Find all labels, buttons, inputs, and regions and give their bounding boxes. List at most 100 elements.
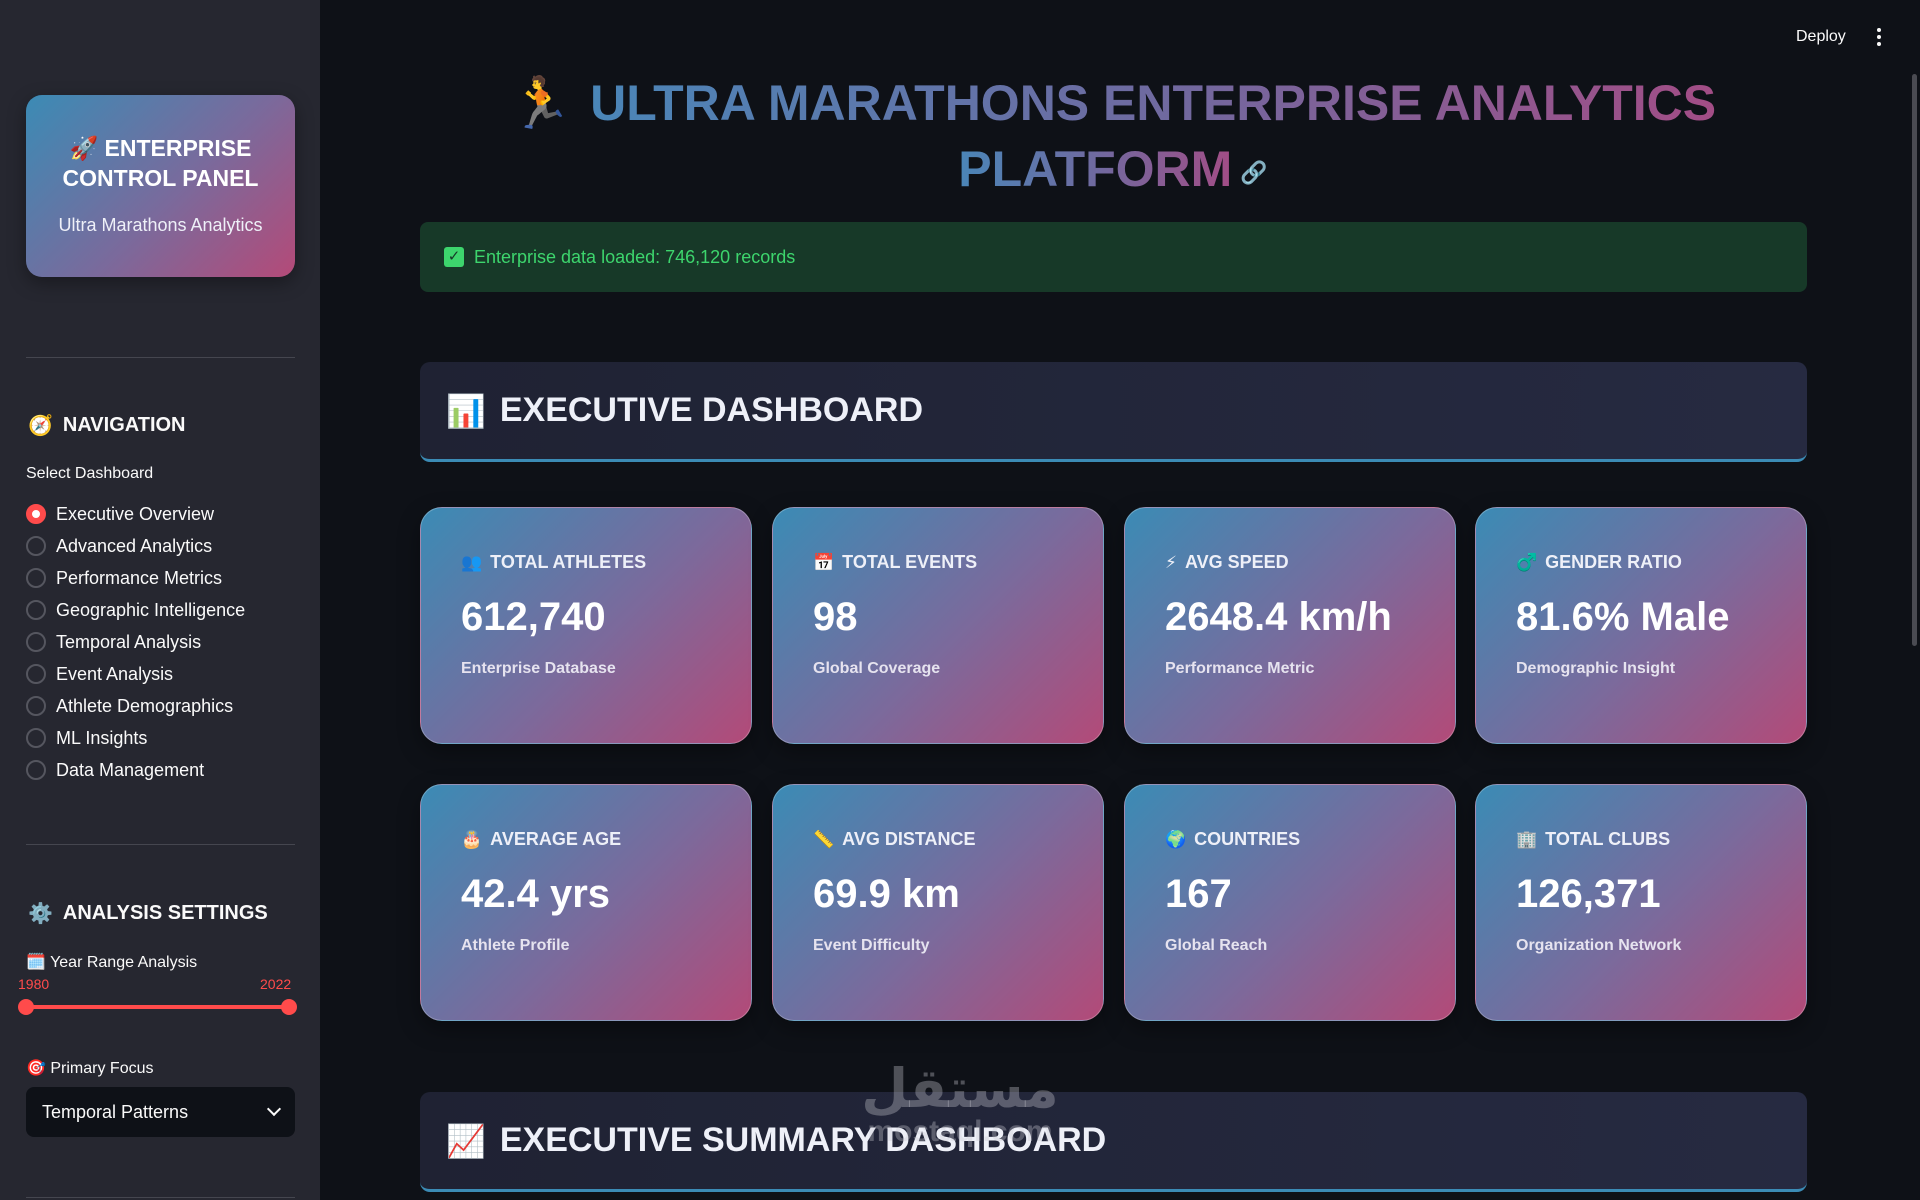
radio-advanced-analytics[interactable]: Advanced Analytics bbox=[26, 530, 245, 562]
bar-chart-icon: 📊 bbox=[446, 392, 486, 429]
metric-label-row: 🌍 COUNTRIES bbox=[1165, 829, 1455, 850]
metric-card-countries: 🌍 COUNTRIES 167 Global Reach bbox=[1124, 784, 1456, 1021]
metric-card-avg-speed: ⚡ AVG SPEED 2648.4 km/h Performance Metri… bbox=[1124, 507, 1456, 744]
metric-subtitle: Demographic Insight bbox=[1516, 660, 1676, 677]
radio-button-icon bbox=[26, 632, 46, 652]
calendar-icon: 📅 bbox=[813, 552, 835, 572]
metric-label: GENDER RATIO bbox=[1545, 552, 1682, 572]
runner-icon: 🏃 bbox=[509, 75, 573, 131]
line-chart-icon: 📈 bbox=[446, 1122, 486, 1159]
executive-dashboard-header: 📊 EXECUTIVE DASHBOARD bbox=[420, 362, 1807, 462]
metric-card-total-athletes: 👥 TOTAL ATHLETES 612,740 Enterprise Datab… bbox=[420, 507, 752, 744]
main-scrollbar[interactable] bbox=[1912, 74, 1917, 646]
year-range-label: 🗓️ Year Range Analysis bbox=[26, 954, 198, 971]
radio-label: Performance Metrics bbox=[56, 567, 223, 588]
navigation-heading: 🧭 NAVIGATION bbox=[28, 413, 186, 438]
metric-value: 126,371 bbox=[1516, 872, 1661, 916]
radio-event-analysis[interactable]: Event Analysis bbox=[26, 658, 245, 690]
navigation-heading-text: NAVIGATION bbox=[62, 414, 186, 436]
year-range-min-value: 1980 bbox=[18, 976, 50, 992]
year-range-max-value: 2022 bbox=[260, 976, 292, 992]
compass-icon: 🧭 bbox=[28, 415, 53, 437]
year-range-min-handle[interactable] bbox=[18, 999, 34, 1015]
radio-button-icon bbox=[26, 536, 46, 556]
metric-label-row: 👥 TOTAL ATHLETES bbox=[461, 552, 751, 573]
metric-card-average-age: 🎂 AVERAGE AGE 42.4 yrs Athlete Profile bbox=[420, 784, 752, 1021]
radio-executive-overview[interactable]: Executive Overview bbox=[26, 498, 245, 530]
radio-label: Executive Overview bbox=[56, 503, 215, 524]
radio-athlete-demographics[interactable]: Athlete Demographics bbox=[26, 690, 245, 722]
people-icon: 👥 bbox=[461, 552, 483, 572]
radio-label: Temporal Analysis bbox=[56, 631, 202, 652]
globe-icon: 🌍 bbox=[1165, 829, 1187, 849]
metric-value: 167 bbox=[1165, 872, 1232, 916]
sidebar-divider bbox=[26, 357, 295, 358]
sidebar-divider bbox=[26, 1197, 295, 1198]
page-title: 🏃 ULTRA MARATHONS ENTERPRISE ANALYTICS PL… bbox=[420, 70, 1806, 206]
radio-label: Geographic Intelligence bbox=[56, 599, 246, 620]
radio-button-icon bbox=[26, 728, 46, 748]
radio-ml-insights[interactable]: ML Insights bbox=[26, 722, 245, 754]
metric-label: AVG DISTANCE bbox=[842, 829, 976, 849]
radio-label: ML Insights bbox=[56, 727, 148, 748]
radio-button-icon bbox=[26, 664, 46, 684]
metric-subtitle: Enterprise Database bbox=[461, 660, 616, 677]
analysis-settings-heading-text: ANALYSIS SETTINGS bbox=[62, 902, 268, 924]
metric-label: TOTAL EVENTS bbox=[842, 552, 978, 572]
metric-subtitle: Global Coverage bbox=[813, 660, 941, 677]
sidebar-divider bbox=[26, 844, 295, 845]
executive-dashboard-title: EXECUTIVE DASHBOARD bbox=[499, 391, 924, 429]
primary-focus-label: 🎯 Primary Focus bbox=[26, 1060, 154, 1077]
select-dashboard-label: Select Dashboard bbox=[26, 465, 154, 482]
control-panel-card: 🚀 ENTERPRISE CONTROL PANEL Ultra Maratho… bbox=[26, 95, 295, 277]
metric-label: TOTAL CLUBS bbox=[1545, 829, 1671, 849]
ruler-icon: 📏 bbox=[813, 829, 835, 849]
metric-label: AVERAGE AGE bbox=[490, 829, 622, 849]
radio-button-icon bbox=[26, 760, 46, 780]
radio-temporal-analysis[interactable]: Temporal Analysis bbox=[26, 626, 245, 658]
primary-focus-value: Temporal Patterns bbox=[42, 1101, 189, 1122]
deploy-button[interactable]: Deploy bbox=[1796, 28, 1846, 45]
radio-label: Data Management bbox=[56, 759, 205, 780]
building-icon: 🏢 bbox=[1516, 829, 1538, 849]
metric-value: 42.4 yrs bbox=[461, 872, 611, 916]
radio-data-management[interactable]: Data Management bbox=[26, 754, 245, 786]
male-symbol-icon: ♂️ bbox=[1516, 552, 1538, 572]
radio-label: Athlete Demographics bbox=[56, 695, 234, 716]
metric-label-row: 📏 AVG DISTANCE bbox=[813, 829, 1103, 850]
kebab-menu-icon[interactable] bbox=[1876, 28, 1882, 48]
gear-icon: ⚙️ bbox=[28, 903, 53, 925]
control-panel-subtitle: Ultra Marathons Analytics bbox=[58, 215, 263, 235]
metric-label: COUNTRIES bbox=[1194, 829, 1301, 849]
watermark-arabic: مستقل bbox=[861, 1059, 1059, 1119]
success-alert: ✓ Enterprise data loaded: 746,120 record… bbox=[420, 222, 1807, 292]
radio-button-icon bbox=[26, 600, 46, 620]
radio-button-icon bbox=[26, 568, 46, 588]
year-range-slider-track[interactable] bbox=[26, 1005, 289, 1009]
metric-label: TOTAL ATHLETES bbox=[490, 552, 647, 572]
check-icon: ✓ bbox=[444, 247, 464, 267]
analysis-settings-heading: ⚙️ ANALYSIS SETTINGS bbox=[28, 901, 268, 926]
dashboard-radio-group: Executive Overview Advanced Analytics Pe… bbox=[26, 498, 245, 786]
cake-icon: 🎂 bbox=[461, 829, 483, 849]
metric-value: 81.6% Male bbox=[1516, 595, 1730, 639]
radio-button-icon bbox=[26, 504, 46, 524]
metric-value: 98 bbox=[813, 595, 858, 639]
metric-subtitle: Event Difficulty bbox=[813, 937, 930, 954]
metric-label: AVG SPEED bbox=[1184, 552, 1289, 572]
metric-label-row: ♂️ GENDER RATIO bbox=[1516, 552, 1806, 573]
metric-value: 612,740 bbox=[461, 595, 606, 639]
executive-summary-header: 📈 EXECUTIVE SUMMARY DASHBOARD bbox=[420, 1092, 1807, 1192]
radio-performance-metrics[interactable]: Performance Metrics bbox=[26, 562, 245, 594]
year-range-max-handle[interactable] bbox=[281, 999, 297, 1015]
anchor-link-icon[interactable]: 🔗 bbox=[1240, 159, 1268, 185]
metric-card-avg-distance: 📏 AVG DISTANCE 69.9 km Event Difficulty bbox=[772, 784, 1104, 1021]
metric-subtitle: Organization Network bbox=[1516, 937, 1682, 954]
metric-value: 2648.4 km/h bbox=[1165, 595, 1392, 639]
primary-focus-select[interactable]: Temporal Patterns bbox=[26, 1087, 295, 1137]
radio-geographic-intelligence[interactable]: Geographic Intelligence bbox=[26, 594, 245, 626]
radio-label: Advanced Analytics bbox=[56, 535, 213, 556]
metric-card-total-clubs: 🏢 TOTAL CLUBS 126,371 Organization Networ… bbox=[1475, 784, 1807, 1021]
metric-subtitle: Performance Metric bbox=[1165, 660, 1315, 677]
radio-label: Event Analysis bbox=[56, 663, 174, 684]
